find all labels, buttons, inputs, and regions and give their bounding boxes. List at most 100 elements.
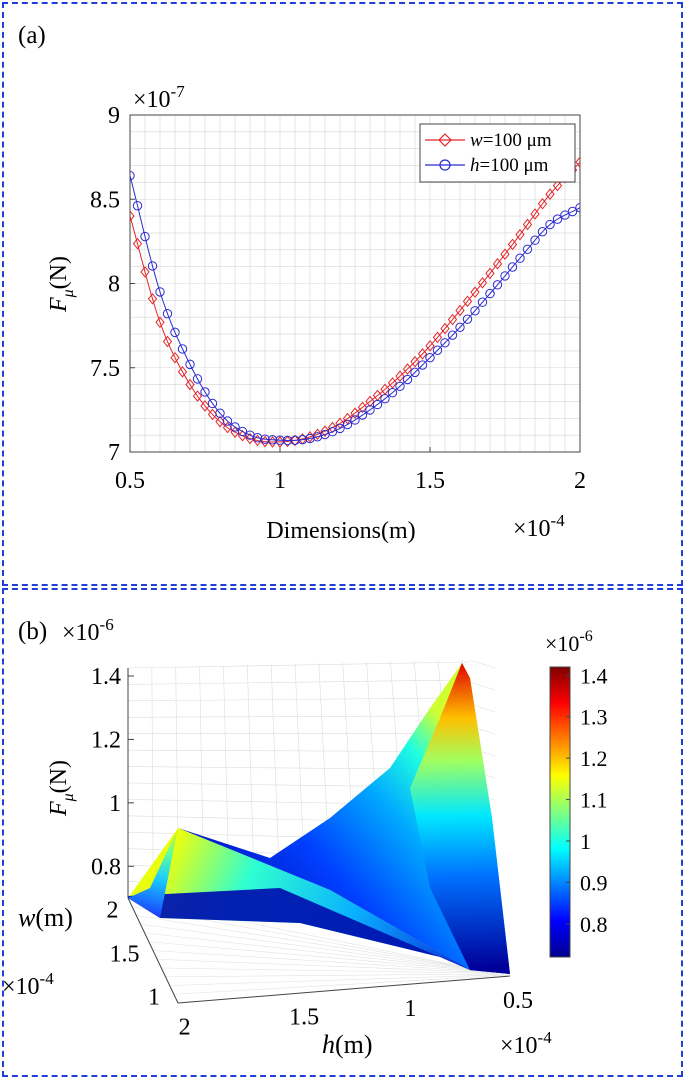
data-point-diamond (447, 313, 458, 326)
data-point-diamond (425, 340, 435, 352)
line-chart: 0.5 1 1.5 2 7 7.5 8 8.5 9 ×10-7 ×10-4 Dimensions… (46, 82, 586, 544)
colorbar-tick-label: 1.4 (580, 663, 608, 688)
data-point-circle (170, 327, 180, 338)
data-point-diamond (575, 156, 580, 168)
data-point-diamond (162, 335, 173, 348)
colorbar-tick-label: 1.1 (580, 788, 608, 813)
data-point-circle (297, 434, 308, 445)
colorbar-tick-label: 1 (580, 829, 591, 854)
colorbar-tick-label: 0.8 (580, 912, 608, 937)
grid-line-3d (127, 679, 471, 685)
grid-line-3d (144, 932, 484, 971)
z-exponent: ×10-6 (62, 615, 114, 646)
data-point-circle (417, 360, 428, 370)
data-point-diamond (215, 415, 225, 428)
data-point-diamond (530, 208, 540, 220)
grid-line-3d (469, 681, 496, 691)
data-point-circle (260, 434, 270, 444)
panel-a: (a) (2, 2, 683, 586)
h-tick-label: 1.5 (289, 1005, 319, 1031)
data-point-circle (545, 219, 555, 230)
grid-line-3d (152, 950, 491, 973)
data-point-circle (372, 399, 383, 410)
data-point-circle (560, 210, 570, 220)
data-point-diamond (342, 412, 353, 425)
w-axis-label: w(m) (18, 903, 73, 932)
data-point-diamond (515, 228, 525, 241)
data-point-circle (155, 287, 165, 297)
data-point-circle (185, 359, 195, 370)
grid-line-3d (173, 975, 507, 995)
data-point-circle (462, 314, 473, 324)
data-point-diamond (500, 248, 510, 261)
colorbar-tick-label: 1.2 (580, 746, 608, 771)
grid-line-3d (140, 923, 481, 971)
grid-line-3d (157, 958, 494, 973)
grid-line-3d (127, 661, 471, 669)
data-point-circle (470, 306, 480, 316)
grid-line-3d (127, 697, 471, 702)
data-point-circle (477, 297, 488, 307)
x-tick-label: 0.5 (115, 468, 145, 494)
panel-b: (b) (2, 588, 683, 1077)
data-point-circle (410, 367, 420, 378)
data-point-circle (275, 435, 285, 445)
colorbar-exponent: ×10-6 (545, 628, 593, 656)
surface-patch-left (128, 828, 178, 918)
data-point-circle (432, 345, 443, 355)
series-group (130, 156, 580, 448)
data-point-diamond (507, 238, 518, 251)
legend-marker-diamond (438, 133, 452, 147)
data-point-circle (500, 271, 510, 281)
grid-line-3d (169, 974, 504, 986)
axis-ticks: 0.5 1 1.5 2 7 7.5 8 8.5 9 (90, 103, 586, 494)
z-axis-label: Fμ(N) (46, 760, 77, 817)
z-tick-label: 1.2 (91, 727, 121, 753)
z-tick-label: 0.8 (91, 854, 121, 880)
w-tick-label: 1.5 (110, 941, 140, 967)
data-point-diamond (365, 395, 375, 408)
data-point-diamond (485, 267, 495, 280)
data-point-circle (395, 381, 405, 391)
data-point-diamond (132, 237, 143, 250)
data-point-diamond (492, 258, 503, 270)
surface-patch-floor (128, 888, 510, 974)
z-tick-label: 1 (109, 791, 121, 817)
data-point-circle (575, 202, 580, 213)
data-point-diamond (545, 188, 555, 200)
data-point-diamond (462, 295, 473, 308)
data-point-diamond (387, 377, 398, 389)
y-exponent: ×10-7 (133, 82, 185, 113)
surface-chart: 0.8 1 1.2 1.4 1 1.5 2 2 1.5 1 0.5 ×10-6 Fμ(N) w(m)… (2, 615, 608, 1059)
grid-line-3d (148, 941, 487, 972)
grid-line-3d (469, 659, 496, 669)
data-point-diamond (200, 400, 210, 412)
legend: w=100 μm h=100 μm (419, 123, 576, 183)
data-point-diamond (552, 179, 563, 192)
colorbar-tick-label: 0.9 (580, 870, 608, 895)
data-point-circle (365, 405, 375, 415)
data-point-circle (387, 387, 398, 398)
h-axis-label: h(m) (322, 1030, 373, 1059)
data-point-diamond (282, 435, 293, 448)
data-point-diamond (477, 277, 488, 289)
data-point-circle (140, 231, 150, 242)
data-point-diamond (222, 421, 233, 434)
data-point-diamond (312, 428, 323, 441)
y-axis-label: Fμ(N) (46, 256, 77, 313)
data-point-diamond (410, 355, 420, 368)
grid-line-3d (165, 973, 501, 978)
data-point-circle (552, 214, 563, 224)
data-point-circle (132, 201, 143, 211)
data-point-circle (230, 422, 240, 432)
panel-a-label: (a) (18, 22, 46, 49)
data-point-diamond (537, 197, 548, 210)
data-point-circle (567, 206, 578, 217)
data-point-diamond (350, 407, 360, 419)
data-point-diamond (170, 351, 180, 364)
y-tick-label: 9 (108, 103, 120, 129)
w-axis-line (127, 897, 179, 1004)
data-point-circle (357, 410, 368, 420)
data-point-circle (130, 170, 135, 181)
x-tick-label: 1.5 (415, 468, 445, 494)
